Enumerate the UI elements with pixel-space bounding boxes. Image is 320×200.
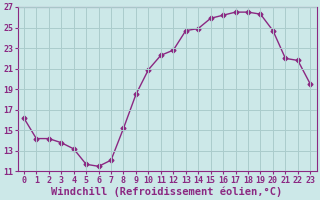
X-axis label: Windchill (Refroidissement éolien,°C): Windchill (Refroidissement éolien,°C): [52, 186, 283, 197]
